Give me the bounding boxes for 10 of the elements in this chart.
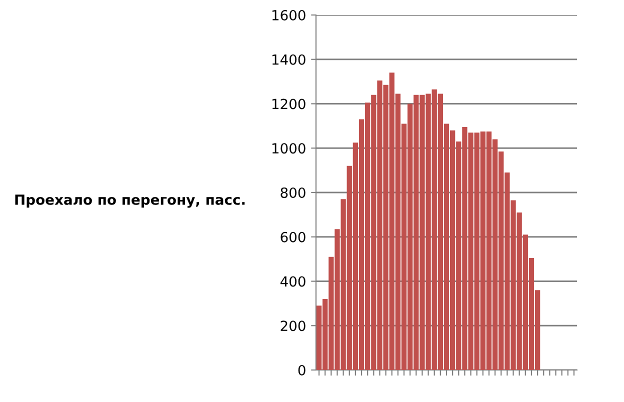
y-tick-label: 1200 (272, 98, 306, 110)
y-tick-label: 1400 (272, 54, 306, 65)
y-tick-label: 1000 (272, 143, 306, 154)
y-tick-label: 400 (280, 276, 306, 287)
y-axis-title: Проехало по перегону, пасс. (15, 194, 245, 208)
y-tick-label: 600 (280, 232, 306, 242)
y-tick-label: 0 (298, 364, 306, 376)
y-tick-label: 800 (280, 187, 306, 198)
y-tick-label: 200 (280, 320, 306, 332)
y-tick-label: 1600 (272, 10, 306, 20)
